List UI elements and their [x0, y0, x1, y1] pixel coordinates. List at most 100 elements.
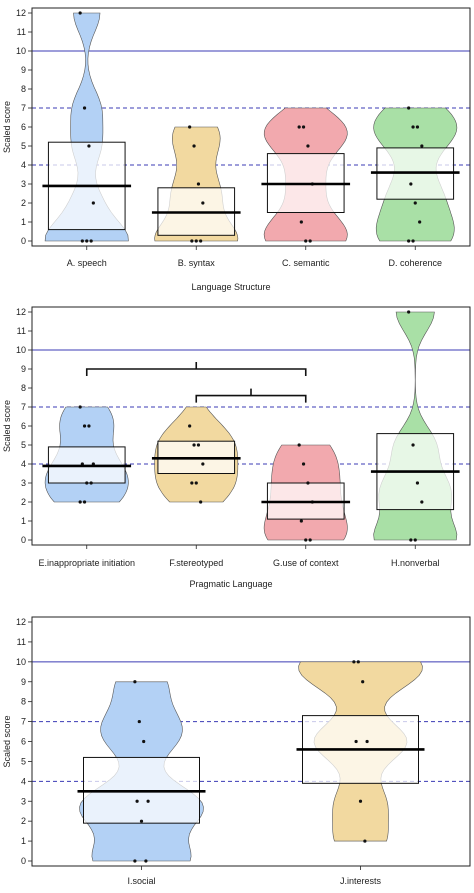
- y-tick-label-6: 6: [21, 122, 26, 132]
- point-2-1: [352, 660, 356, 664]
- y-tick-label-4: 4: [21, 459, 26, 469]
- point-2-7: [199, 500, 203, 504]
- point-3-3: [306, 481, 310, 485]
- category-1: [42, 405, 132, 504]
- plot-area: [32, 11, 470, 243]
- point-1-6: [85, 239, 89, 243]
- point-3-5: [299, 519, 303, 523]
- point-2-5: [354, 739, 358, 744]
- x-tick-label-3: G.use of context: [273, 558, 339, 568]
- y-tick-label-1: 1: [21, 217, 26, 227]
- x-tick-label-2: J.interests: [340, 876, 382, 886]
- point-1-5: [80, 239, 84, 243]
- point-1-2: [82, 106, 87, 110]
- point-3-3: [306, 144, 310, 148]
- point-1-3: [142, 739, 146, 744]
- point-4-6: [413, 538, 417, 542]
- y-tick-label-7: 7: [21, 717, 26, 727]
- category-4: [370, 106, 460, 243]
- x-tick-label-2: B. syntax: [178, 258, 216, 268]
- x-axis-label: Pragmatic Language: [189, 579, 272, 589]
- y-tick-label-3: 3: [21, 179, 26, 189]
- y-tick-label-11: 11: [17, 27, 26, 37]
- point-1-7: [144, 859, 148, 863]
- point-2-1: [188, 424, 192, 428]
- y-tick-label-9: 9: [21, 364, 26, 374]
- y-tick-label-6: 6: [21, 421, 26, 431]
- point-2-3: [196, 182, 201, 186]
- y-tick-label-10: 10: [16, 46, 26, 56]
- point-4-4: [420, 144, 424, 148]
- y-tick-label-1: 1: [21, 516, 26, 526]
- y-tick-label-11: 11: [17, 326, 26, 336]
- point-2-2: [192, 144, 196, 148]
- category-1: [77, 680, 206, 863]
- point-1-2: [137, 719, 141, 724]
- point-1-6: [85, 481, 89, 485]
- point-3-5: [299, 220, 303, 224]
- point-1-8: [78, 500, 82, 504]
- point-1-7: [89, 239, 93, 243]
- y-tick-label-7: 7: [21, 103, 26, 113]
- x-tick-label-1: I.social: [127, 876, 155, 886]
- x-tick-label-4: D. coherence: [388, 258, 442, 268]
- point-3-1: [297, 443, 301, 447]
- point-1-1: [78, 11, 82, 15]
- point-4-7: [418, 220, 422, 224]
- point-4-3: [415, 125, 420, 129]
- point-1-3: [87, 424, 91, 428]
- point-4-1: [407, 106, 411, 110]
- y-tick-label-12: 12: [16, 617, 26, 627]
- category-4: [370, 310, 460, 542]
- point-1-5: [135, 799, 139, 803]
- point-2-4: [201, 201, 205, 205]
- point-4-6: [413, 201, 417, 205]
- category-2: [296, 660, 425, 843]
- bracket-line-1: [85, 368, 307, 376]
- y-tick-label-5: 5: [21, 141, 26, 151]
- point-3-7: [308, 239, 312, 243]
- point-2-7: [199, 239, 203, 243]
- y-tick-label-3: 3: [21, 796, 26, 806]
- y-tick-label-11: 11: [17, 637, 26, 647]
- x-tick-label-4: H.nonverbal: [391, 558, 440, 568]
- y-tick-label-9: 9: [21, 65, 26, 75]
- point-4-1: [407, 310, 411, 314]
- point-1-7: [89, 481, 93, 485]
- point-3-7: [308, 538, 312, 542]
- point-2-2: [192, 443, 196, 447]
- point-2-4: [365, 739, 369, 744]
- y-tick-label-8: 8: [21, 84, 26, 94]
- point-2-1: [188, 125, 192, 129]
- y-tick-label-5: 5: [21, 440, 26, 450]
- point-4-8: [407, 239, 411, 243]
- bracket-2: [195, 388, 307, 403]
- x-tick-label-1: A. speech: [67, 258, 107, 268]
- y-tick-label-8: 8: [21, 383, 26, 393]
- point-1-1: [133, 680, 137, 684]
- category-3: [261, 107, 351, 243]
- plot-area: [32, 310, 470, 542]
- y-tick-label-2: 2: [21, 497, 26, 507]
- x-tick-label-1: E.inappropriate initiation: [38, 558, 135, 568]
- point-3-1: [297, 125, 301, 129]
- point-3-2: [301, 462, 306, 466]
- point-2-3: [196, 443, 201, 447]
- point-3-2: [301, 125, 306, 129]
- point-4-9: [411, 239, 415, 243]
- y-axis-label: Scaled score: [2, 101, 12, 153]
- y-axis-label: Scaled score: [2, 715, 12, 767]
- y-tick-label-9: 9: [21, 677, 26, 687]
- point-2-5: [190, 239, 194, 243]
- x-axis-label: Language Structure: [191, 282, 270, 292]
- category-2: [151, 406, 241, 504]
- y-tick-label-3: 3: [21, 478, 26, 488]
- point-1-1: [78, 405, 82, 409]
- y-tick-label-1: 1: [21, 836, 26, 846]
- point-2-5: [190, 481, 194, 485]
- point-1-6: [139, 819, 144, 823]
- y-tick-label-2: 2: [21, 198, 26, 208]
